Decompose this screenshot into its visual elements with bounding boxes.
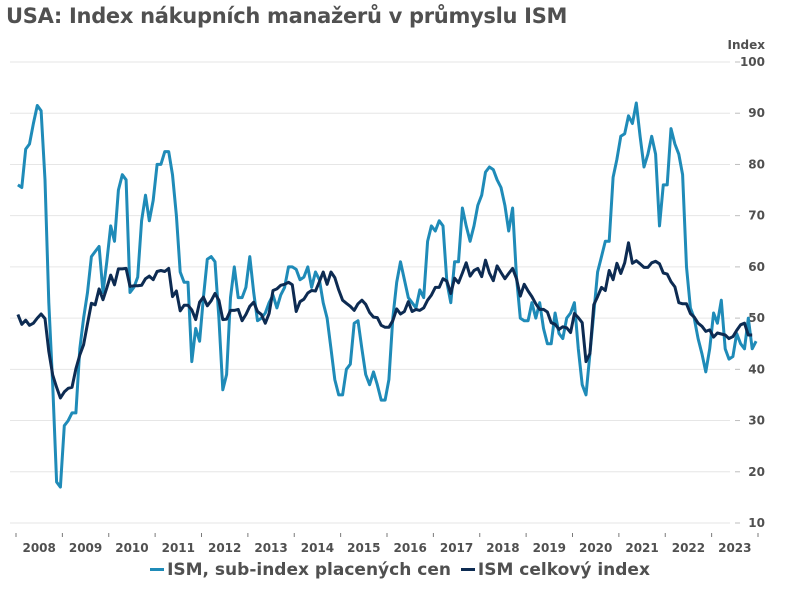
- legend-swatch-prices: [150, 567, 165, 571]
- x-tick-label: 2008: [22, 541, 55, 555]
- series-line-prices: [17, 101, 758, 489]
- x-tick-label: 2013: [254, 541, 287, 555]
- x-tick-label: 2019: [533, 541, 566, 555]
- x-axis: 2008 2009 2010 2011 2012 2013 2014 2015 2016 2017…: [15, 533, 759, 555]
- legend-item-total[interactable]: ISM celkový index: [460, 560, 650, 580]
- y-tick-label: 40: [748, 362, 765, 376]
- legend: ISM, sub-index placených cen ISM celkový…: [0, 560, 800, 580]
- y-tick-label: 10: [748, 516, 765, 530]
- series-lines: [16, 101, 758, 489]
- x-tick-label: 2021: [625, 541, 658, 555]
- x-tick-label: 2022: [672, 541, 705, 555]
- y-tick-label: 30: [748, 414, 765, 428]
- legend-item-prices[interactable]: ISM, sub-index placených cen: [150, 560, 451, 580]
- y-tick-label: 50: [748, 311, 765, 325]
- x-tick-label: 2017: [440, 541, 473, 555]
- x-tick-label: 2023: [718, 541, 751, 555]
- y-tick-label: 80: [748, 157, 765, 171]
- series-line-total: [16, 241, 753, 400]
- x-tick-label: 2012: [208, 541, 241, 555]
- x-tick-label: 2020: [579, 541, 612, 555]
- chart-title: USA: Index nákupních manažerů v průmyslu…: [6, 4, 568, 28]
- y-axis-label: Index: [728, 38, 766, 52]
- y-tick-label: 100: [740, 55, 765, 69]
- y-tick-label: 20: [748, 465, 765, 479]
- x-tick-label: 2014: [301, 541, 334, 555]
- x-tick-label: 2010: [115, 541, 148, 555]
- x-tick-label: 2011: [162, 541, 195, 555]
- y-tick-label: 70: [748, 209, 765, 223]
- x-tick-label: 2016: [393, 541, 426, 555]
- gridlines: [10, 61, 730, 524]
- legend-swatch-total: [460, 567, 475, 571]
- legend-label-total: ISM celkový index: [477, 560, 650, 580]
- x-tick-label: 2015: [347, 541, 380, 555]
- y-tick-label: 90: [748, 106, 765, 120]
- y-tick-label: 60: [748, 260, 765, 274]
- x-tick-label: 2009: [69, 541, 102, 555]
- x-tick-label: 2018: [486, 541, 519, 555]
- legend-label-prices: ISM, sub-index placených cen: [167, 560, 451, 580]
- y-axis: 100 90 80 70 60 50 40 30 20 10: [735, 55, 765, 530]
